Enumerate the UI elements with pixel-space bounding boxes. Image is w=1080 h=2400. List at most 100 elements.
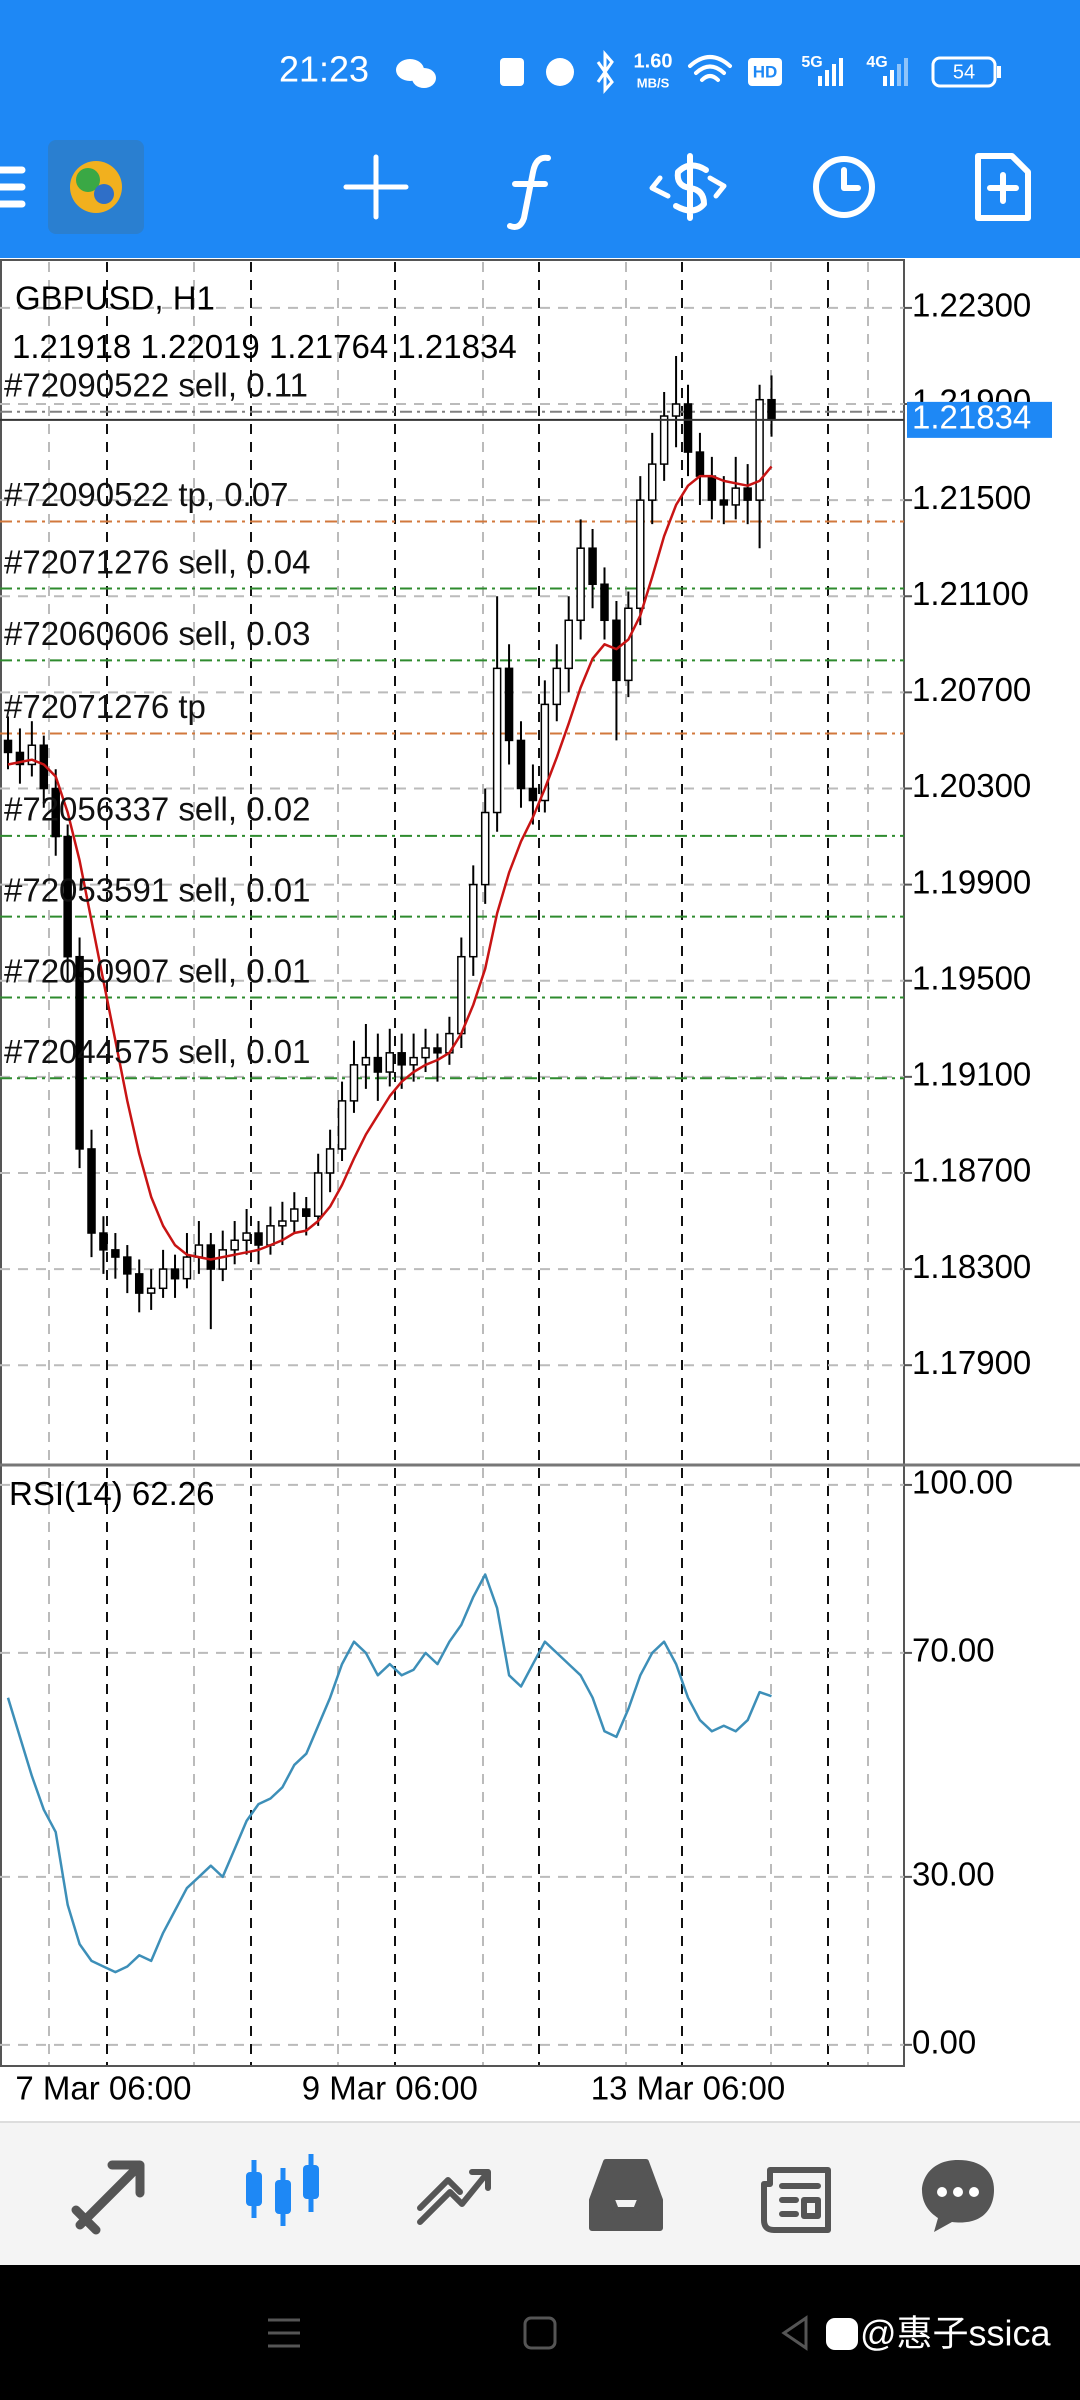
high-value: 1.22019	[140, 328, 259, 365]
trade-button[interactable]	[649, 153, 727, 221]
order-label: #72090522 tp, 0.07	[4, 476, 288, 513]
battery-level: 54	[953, 61, 975, 83]
net-speed: 1.60	[634, 50, 673, 72]
order-label: #72044575 sell, 0.01	[4, 1033, 310, 1070]
nfc-icon	[500, 58, 524, 86]
rsi-label: RSI(14) 62.26	[9, 1475, 214, 1512]
signal-bars	[818, 58, 843, 86]
candle-body	[313, 1172, 323, 1217]
candle-body	[683, 403, 693, 453]
candle-body	[182, 1256, 192, 1280]
back-button[interactable]	[781, 2315, 808, 2351]
candle-body	[647, 463, 657, 501]
crosshair-button[interactable]	[343, 154, 409, 220]
candle-body	[99, 1232, 108, 1251]
candle-body	[397, 1052, 406, 1066]
timeframe-button[interactable]	[813, 156, 875, 218]
order-label: #72053591 sell, 0.01	[4, 871, 310, 908]
app-header	[0, 0, 1080, 258]
current-price: 1.21834	[912, 399, 1031, 436]
candle-body	[552, 667, 562, 706]
order-label: #72050907 sell, 0.01	[4, 952, 310, 989]
candle-body	[564, 619, 573, 670]
candle-body	[134, 1273, 144, 1294]
y-tick-label: 1.22300	[912, 287, 1031, 324]
alarm-icon	[546, 58, 574, 86]
chat-tab[interactable]	[922, 2160, 994, 2232]
candle-body	[123, 1256, 132, 1275]
news-tab[interactable]	[761, 2167, 831, 2233]
y-tick-label: 1.18300	[912, 1248, 1031, 1285]
price-chart[interactable]: 1.223001.219001.215001.211001.207001.203…	[0, 262, 1052, 2107]
candle-body	[624, 607, 633, 682]
net-unit: MB/S	[637, 75, 670, 90]
y-tick-label: 70.00	[912, 1632, 995, 1669]
candle-body	[87, 1148, 96, 1234]
candle-body	[480, 811, 490, 886]
x-tick-label: 7 Mar 06:00	[15, 2070, 191, 2107]
candle-body	[504, 667, 514, 742]
price-badge	[907, 401, 1052, 438]
battery	[931, 56, 997, 88]
candle-body	[767, 398, 776, 421]
order-label: #72056337 sell, 0.02	[4, 791, 310, 828]
candle-body	[230, 1239, 239, 1251]
rsi-name: RSI(14)	[9, 1475, 123, 1512]
candle-body	[218, 1249, 227, 1270]
x-tick-label: 13 Mar 06:00	[591, 2070, 785, 2107]
wechat-icon	[396, 59, 436, 88]
candle-body	[302, 1208, 311, 1217]
signal-label: 5G	[801, 54, 822, 71]
app-icon[interactable]	[48, 140, 144, 234]
candle-body	[325, 1148, 335, 1174]
y-tick-label: 1.18700	[912, 1152, 1031, 1189]
trade-tab[interactable]	[417, 2169, 491, 2225]
candle-body	[111, 1249, 120, 1258]
candle-body	[373, 1056, 383, 1073]
home-button[interactable]	[523, 2316, 557, 2350]
candle-body	[385, 1052, 395, 1073]
candle-body	[75, 955, 84, 1150]
candle-body	[469, 883, 478, 958]
candle-body	[492, 667, 502, 814]
clock: 21:23	[279, 49, 369, 90]
candle-body	[409, 1056, 418, 1066]
candle-body	[242, 1232, 251, 1241]
candle-body	[707, 475, 717, 501]
indicators-button[interactable]	[507, 154, 551, 230]
candle-body	[278, 1220, 287, 1227]
order-label: #72071276 sell, 0.04	[4, 543, 310, 580]
chart-frame	[0, 259, 905, 2067]
order-label: #72090522 sell, 0.11	[4, 366, 308, 403]
candle-body	[349, 1064, 359, 1102]
candle-body	[659, 415, 669, 465]
menu-button[interactable]	[0, 166, 26, 208]
candle-body	[158, 1268, 168, 1290]
candle-body	[361, 1056, 371, 1066]
recents-button[interactable]	[268, 2318, 300, 2348]
quotes-tab[interactable]	[71, 2160, 145, 2235]
candle-body	[516, 739, 526, 790]
chart-tab[interactable]	[246, 2154, 319, 2226]
y-tick-label: 30.00	[912, 1856, 995, 1893]
objects-button[interactable]	[975, 153, 1031, 221]
y-tick-label: 1.20700	[912, 671, 1031, 708]
close-value: 1.21834	[397, 328, 516, 365]
candle-body	[27, 744, 37, 766]
candle-body	[421, 1047, 430, 1059]
symbol-label: GBPUSD, H1	[15, 280, 215, 317]
history-tab[interactable]	[589, 2159, 663, 2231]
system-nav	[0, 2265, 1080, 2400]
candle-body	[266, 1225, 275, 1246]
candle-body	[51, 787, 60, 838]
ohlc-label: 1.21918 1.22019 1.21764 1.21834	[12, 328, 517, 365]
y-tick-label: 1.17900	[912, 1344, 1031, 1381]
candle-body	[206, 1244, 216, 1270]
candle-body	[337, 1100, 347, 1150]
candle-body	[254, 1232, 263, 1246]
rsi-value: 62.26	[132, 1475, 215, 1512]
moving-average	[7, 465, 773, 1261]
candle-body	[194, 1244, 204, 1258]
candle-body	[636, 499, 645, 610]
